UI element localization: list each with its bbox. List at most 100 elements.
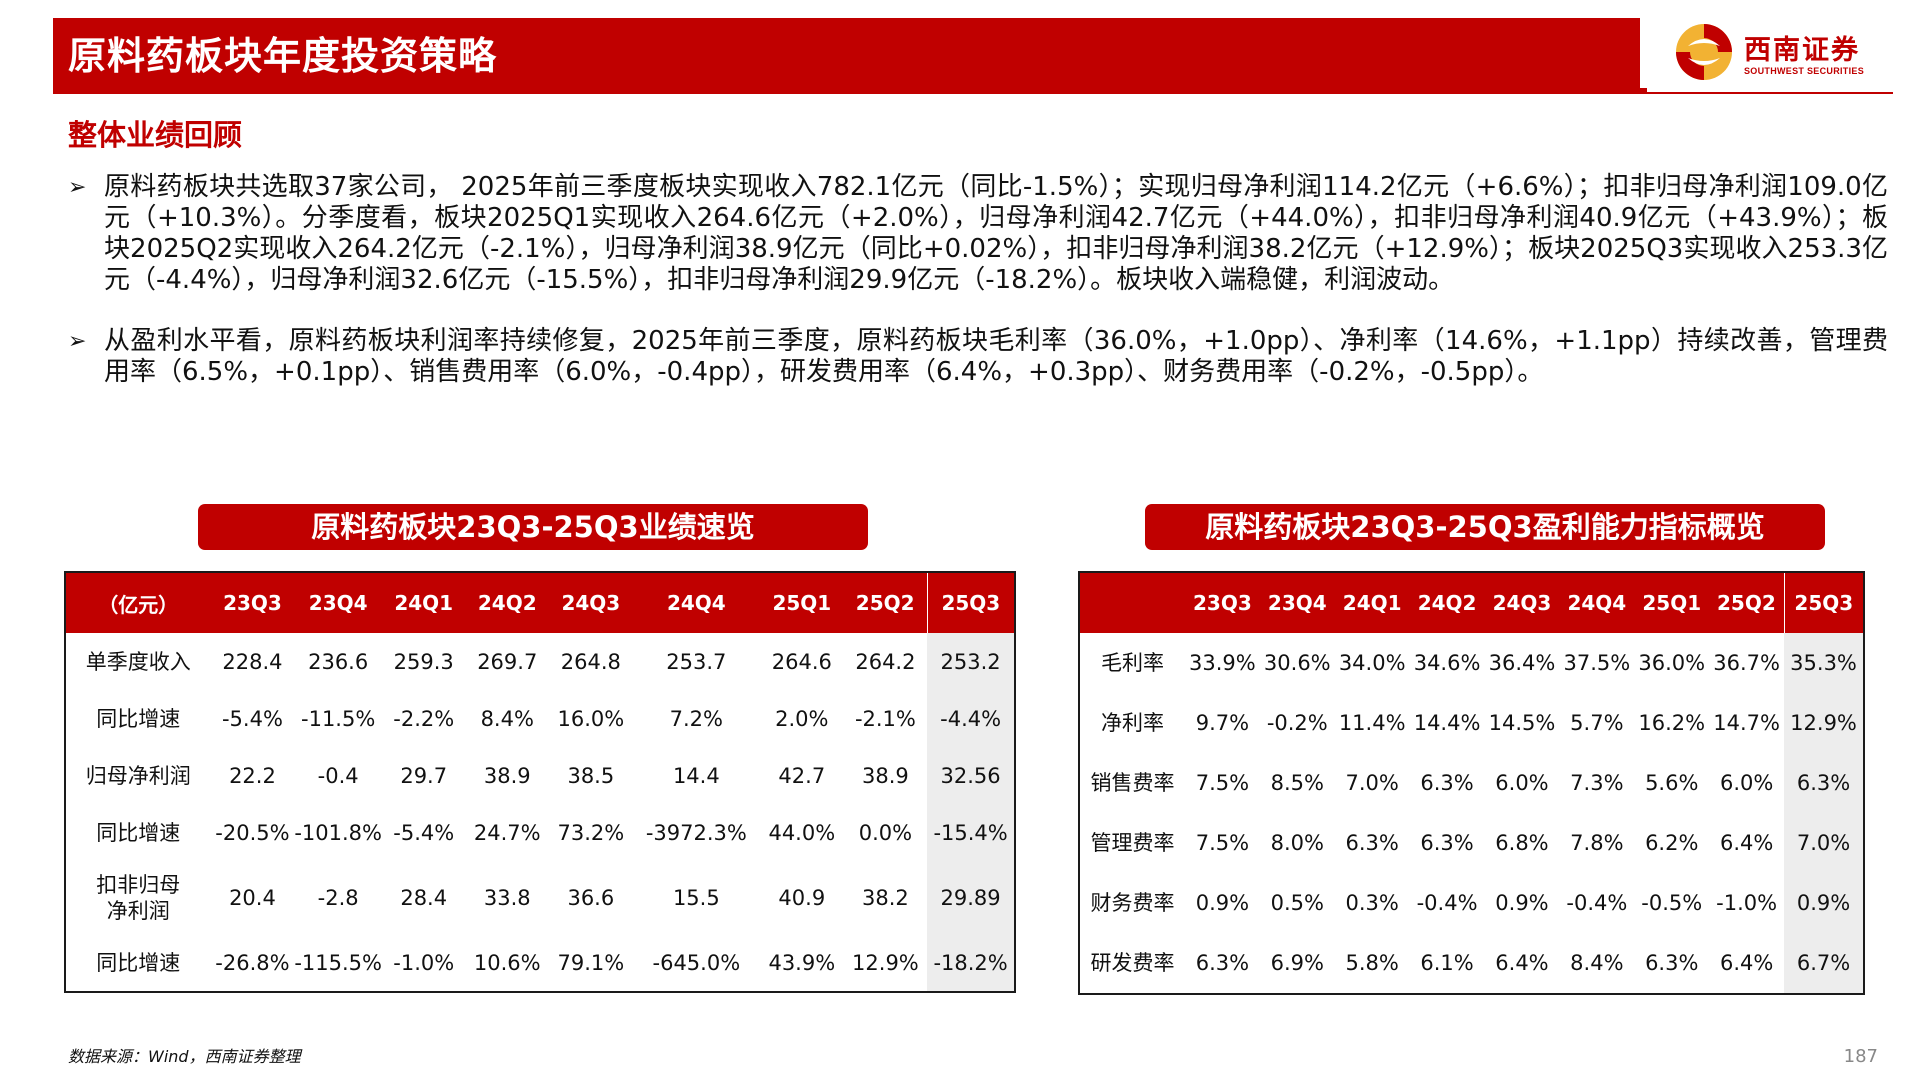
table-cell: 253.2 [927,633,1015,690]
table-cell: 7.0% [1784,813,1864,873]
table-cell: 30.6% [1263,651,1331,675]
profitability-table-title: 原料药板块23Q3-25Q3盈利能力指标概览 [1145,504,1825,550]
column-header: 25Q1 [1634,572,1710,633]
table-cell: 0.0% [858,820,913,845]
table-cell: 264.8 [560,649,621,674]
table-cell: 12.9% [1784,693,1864,753]
table-cell: 10.6% [473,950,541,975]
table-cell: 7.8% [1570,831,1624,855]
table-cell: -26.8% [215,950,290,975]
table-header-row: （亿元） 23Q3 23Q4 24Q1 24Q2 24Q3 24Q4 25Q1 … [65,572,1015,633]
table-cell: 22.2 [229,763,276,788]
table-cell: 6.8% [1495,831,1549,855]
table-cell: 29.89 [927,861,1015,934]
table-cell: 6.7% [1784,933,1864,994]
table-cell: 7.0% [1345,771,1399,795]
table-cell: 5.6% [1645,771,1699,795]
column-header: 24Q3 [549,572,633,633]
row-label: 管理费率 [1090,831,1175,855]
bullet-item: ➢ 原料药板块共选取37家公司， 2025年前三季度板块实现收入782.1亿元（… [68,172,1888,296]
bullet-list: ➢ 原料药板块共选取37家公司， 2025年前三季度板块实现收入782.1亿元（… [68,172,1888,388]
arrow-bullet-icon: ➢ [68,329,87,354]
table-cell: 6.4% [1719,831,1774,855]
table-cell: -15.4% [927,804,1015,861]
table-cell: 20.4 [229,885,276,910]
table-cell: 15.5 [672,885,720,910]
table-row: 研发费率 6.3% 6.9% 5.8% 6.1% 6.4% 8.4% 6.3% … [1079,933,1864,994]
table-cell: 6.3% [1195,951,1250,975]
table-cell: -0.4% [1416,891,1478,915]
column-header: 24Q3 [1484,572,1560,633]
table-cell: 264.2 [855,649,916,674]
table-row: 归母净利润 22.2 -0.4 29.7 38.9 38.5 14.4 42.7… [65,747,1015,804]
table-row: 同比增速 -26.8% -115.5% -1.0% 10.6% 79.1% -6… [65,934,1015,992]
table-cell: 36.7% [1713,651,1780,675]
table-cell: 259.3 [393,649,454,674]
row-label: 归母净利润 [85,763,191,788]
table-cell: 38.2 [862,885,909,910]
table-cell: 0.9% [1784,873,1864,933]
table-cell: 32.56 [927,747,1015,804]
southwest-securities-logo-icon [1676,24,1732,80]
table-cell: 40.9 [778,885,826,910]
table-cell: 14.4% [1413,711,1481,735]
row-label: 扣非归母 净利润 [65,861,211,934]
table-cell: 42.7 [778,763,826,788]
table-cell: -2.2% [393,706,455,731]
table-cell: -11.5% [301,706,376,731]
table-cell: 79.1% [557,950,625,975]
row-label: 财务费率 [1090,891,1175,915]
column-header: 25Q3 [1783,572,1864,633]
table-cell: 33.8 [483,885,531,910]
table-cell: -5.4% [221,706,283,731]
bullet-text: 从盈利水平看，原料药板块利润率持续修复，2025年前三季度，原料药板块毛利率（3… [104,326,1888,387]
table-cell: -101.8% [294,820,382,845]
table-cell: 14.7% [1713,711,1780,735]
row-label: 毛利率 [1100,651,1164,675]
table-cell: -0.4 [317,763,359,788]
table-cell: -0.5% [1641,891,1703,915]
column-header: 23Q4 [294,572,382,633]
table-cell: -0.4% [1566,891,1628,915]
table-cell: -645.0% [652,950,741,975]
page-number: 187 [1843,1046,1878,1067]
table-cell: 16.0% [557,706,625,731]
logo-chinese-text: 西南证券 [1744,35,1860,66]
table-cell: 6.3% [1645,951,1699,975]
table-cell: -2.8 [317,885,359,910]
table-cell: -5.4% [393,820,455,845]
row-label: 研发费率 [1090,951,1175,975]
table-cell: 269.7 [477,649,538,674]
table-cell: 6.0% [1719,771,1774,795]
row-label: 净利率 [1100,711,1164,735]
section-title: 整体业绩回顾 [68,118,243,152]
table-row: 单季度收入 228.4 236.6 259.3 269.7 264.8 253.… [65,633,1015,690]
table-cell: 6.1% [1420,951,1474,975]
table-cell: 264.6 [771,649,832,674]
profitability-table: 23Q3 23Q4 24Q1 24Q2 24Q3 24Q4 25Q1 25Q2 … [1078,571,1865,995]
table-cell: 2.0% [775,706,829,731]
table-cell: 9.7% [1195,711,1250,735]
table-cell: 6.3% [1784,753,1864,813]
table-cell: -0.2% [1266,711,1328,735]
table-cell: 29.7 [400,763,448,788]
bullet-text: 原料药板块共选取37家公司， 2025年前三季度板块实现收入782.1亿元（同比… [104,172,1888,295]
table-cell: 34.0% [1338,651,1406,675]
table-cell: 7.5% [1195,771,1250,795]
table-cell: 36.4% [1488,651,1556,675]
table-row: 销售费率 7.5% 8.5% 7.0% 6.3% 6.0% 7.3% 5.6% … [1079,753,1864,813]
bullet-item: ➢ 从盈利水平看，原料药板块利润率持续修复，2025年前三季度，原料药板块毛利率… [68,326,1888,388]
table-row: 净利率 9.7% -0.2% 11.4% 14.4% 14.5% 5.7% 16… [1079,693,1864,753]
table-cell: 43.9% [768,950,836,975]
table-cell: -20.5% [215,820,290,845]
table-cell: 7.3% [1570,771,1624,795]
table-corner-label [1079,572,1185,633]
row-label-line: 净利润 [106,898,170,923]
table-row: 毛利率 33.9% 30.6% 34.0% 34.6% 36.4% 37.5% … [1079,633,1864,693]
table-cell: 0.5% [1270,891,1324,915]
row-label: 销售费率 [1090,771,1175,795]
header-divider [53,92,1893,94]
table-row: 扣非归母 净利润 20.4 -2.8 28.4 33.8 36.6 15.5 40… [65,861,1015,934]
column-header: 25Q2 [843,572,928,633]
table-cell: 37.5% [1563,651,1631,675]
